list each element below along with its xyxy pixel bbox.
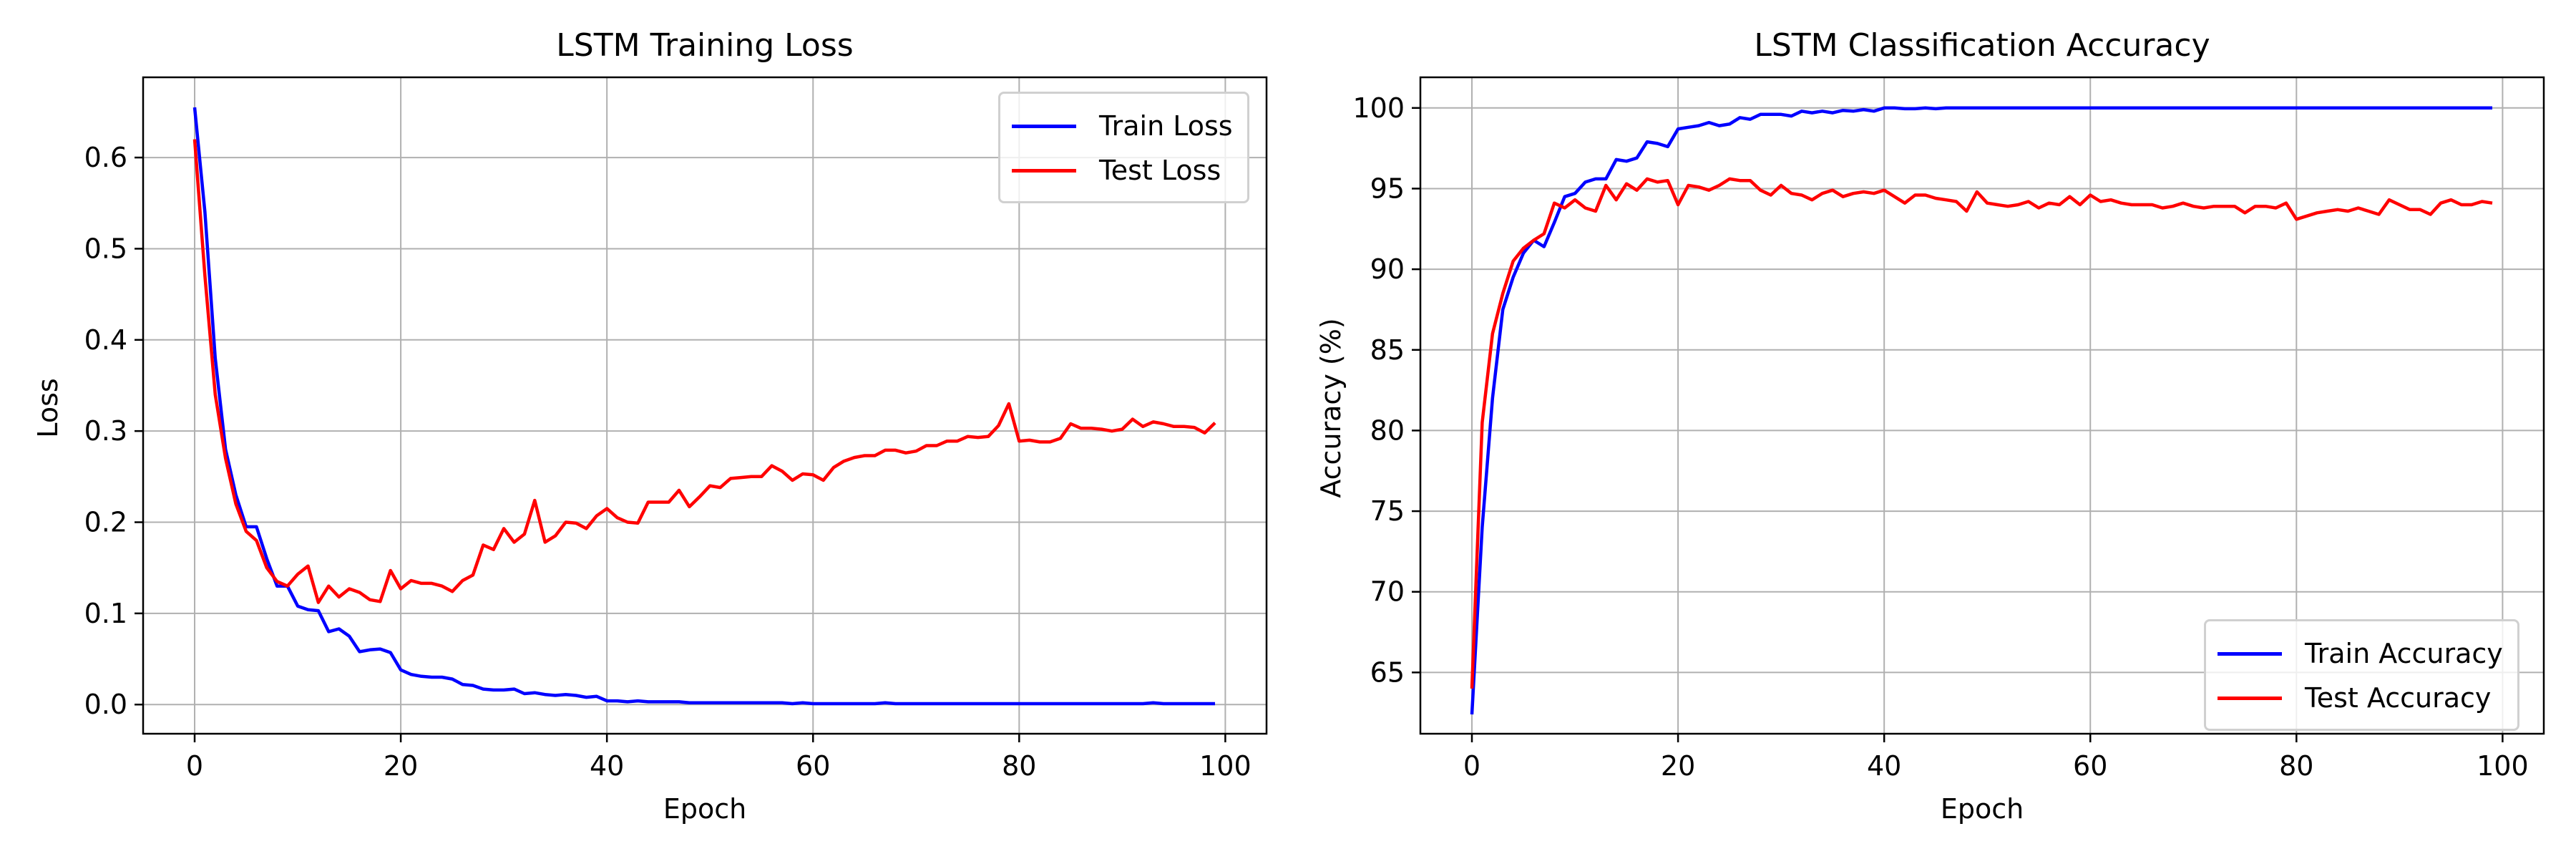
- y-tick-label: 85: [1370, 334, 1405, 366]
- x-tick-label: 100: [2477, 750, 2529, 782]
- accuracy-chart-title: LSTM Classification Accuracy: [1754, 27, 2210, 64]
- legend-label: Test Loss: [1099, 155, 1221, 186]
- legend-item-test-accuracy: Test Accuracy: [2218, 676, 2503, 720]
- y-tick-label: 75: [1370, 495, 1405, 527]
- loss-chart-title: LSTM Training Loss: [556, 27, 854, 64]
- test-accuracy-line-swatch-icon: [2218, 696, 2282, 700]
- x-tick-label: 0: [186, 750, 203, 782]
- legend-label: Test Accuracy: [2305, 682, 2492, 714]
- train-accuracy-line-swatch-icon: [2218, 651, 2282, 656]
- loss-chart-panel: LSTM Training Loss 0 20 40 60 80 100 0.0 0.1 0.2…: [32, 27, 1268, 825]
- test-loss-line-swatch-icon: [1012, 168, 1076, 173]
- accuracy-legend: Train Accuracy Test Accuracy: [2204, 619, 2519, 731]
- x-tick-label: 80: [1002, 750, 1036, 782]
- loss-x-axis-label: Epoch: [663, 793, 747, 825]
- y-tick-label: 0.4: [84, 324, 127, 356]
- series-line-test-loss: [192, 139, 1216, 604]
- x-tick-label: 20: [384, 750, 418, 782]
- x-tick-label: 40: [590, 750, 624, 782]
- y-tick-label: 0.3: [84, 415, 127, 447]
- series-line-test-accuracy: [1470, 177, 2493, 689]
- y-tick-label: 0.5: [84, 233, 127, 264]
- x-tick-label: 20: [1661, 750, 1695, 782]
- series-line-train-loss: [192, 107, 1215, 706]
- series-line-train-accuracy: [1470, 106, 2492, 715]
- y-tick-label: 0.2: [84, 507, 127, 538]
- axes-frame: [142, 76, 1268, 735]
- x-tick-label: 60: [796, 750, 830, 782]
- y-tick-label: 90: [1370, 253, 1405, 285]
- loss-plot-area: 0 20 40 60 80 100 0.0 0.1 0.2 0.3 0.4 0.5 0.6: [84, 76, 1268, 782]
- x-tick-label: 0: [1463, 750, 1480, 782]
- legend-label: Train Loss: [1099, 110, 1233, 142]
- x-tick-label: 40: [1867, 750, 1901, 782]
- y-tick-label: 0.6: [84, 142, 127, 173]
- train-loss-line-swatch-icon: [1012, 124, 1076, 128]
- accuracy-x-axis-label: Epoch: [1940, 793, 2024, 825]
- y-tick-label: 0.1: [84, 598, 127, 629]
- y-tick-label: 65: [1370, 656, 1405, 688]
- axes-frame: [1419, 76, 2545, 735]
- loss-legend: Train Loss Test Loss: [998, 92, 1249, 203]
- y-tick-label: 95: [1370, 173, 1405, 204]
- legend-label: Train Accuracy: [2305, 638, 2503, 669]
- x-tick-label: 80: [2279, 750, 2313, 782]
- y-tick-label: 0.0: [84, 689, 127, 720]
- y-tick-label: 70: [1370, 576, 1405, 608]
- x-tick-label: 60: [2073, 750, 2107, 782]
- y-tick-label: 80: [1370, 414, 1405, 446]
- y-tick-label: 100: [1352, 92, 1405, 124]
- accuracy-y-axis-label: Accuracy (%): [1315, 318, 1347, 498]
- x-tick-label: 100: [1199, 750, 1252, 782]
- legend-item-train-accuracy: Train Accuracy: [2218, 631, 2503, 676]
- legend-item-test-loss: Test Loss: [1012, 148, 1233, 193]
- legend-item-train-loss: Train Loss: [1012, 104, 1233, 148]
